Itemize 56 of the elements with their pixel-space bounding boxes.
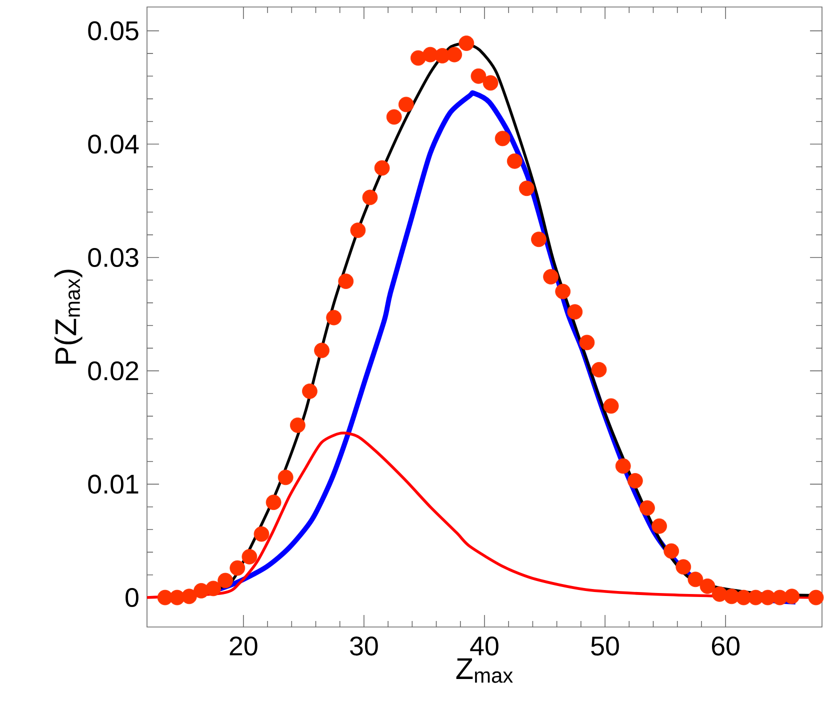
x-tick-label: 60 (712, 636, 740, 656)
point (230, 560, 246, 576)
point (326, 310, 342, 326)
point (603, 398, 619, 414)
point (688, 572, 704, 588)
point (278, 470, 294, 486)
point (531, 232, 546, 248)
point (567, 304, 583, 320)
point (386, 109, 402, 125)
point (374, 160, 390, 176)
point (446, 46, 462, 62)
y-tick-label: 0 (126, 588, 138, 608)
x-axis-title: Z$_{max}$ (456, 658, 513, 683)
point (579, 334, 595, 350)
point (494, 130, 510, 146)
point (808, 590, 824, 606)
y-tick-label: 0.04 (88, 134, 139, 154)
point (206, 580, 221, 596)
y-tick-label: 0.02 (88, 361, 138, 380)
point (506, 153, 522, 169)
point (398, 96, 414, 112)
point (784, 588, 800, 604)
x-tick-label: 40 (470, 636, 498, 656)
point (338, 274, 354, 289)
point (470, 68, 486, 84)
point (254, 526, 270, 542)
point (664, 543, 680, 559)
point (410, 50, 426, 66)
point (615, 458, 631, 474)
y-axis-title: P(Z$_{max}$) (54, 270, 82, 364)
point (181, 588, 197, 604)
point (652, 518, 667, 534)
x-tick-label: 50 (591, 636, 619, 656)
x-tick-label: 20 (230, 636, 258, 656)
point (218, 572, 234, 588)
point (543, 269, 558, 284)
point (242, 549, 258, 564)
point (458, 36, 474, 51)
x-tick-label: 30 (350, 636, 378, 656)
y-tick-label: 0.05 (88, 21, 138, 40)
point (314, 342, 330, 358)
point (700, 578, 716, 594)
point (350, 222, 366, 238)
point (555, 284, 571, 300)
y-tick-label: 0.01 (88, 474, 138, 494)
point (266, 494, 282, 510)
point (640, 500, 655, 516)
point (290, 418, 306, 433)
y-tick-label: 0.03 (88, 248, 138, 268)
point (591, 362, 607, 378)
point (676, 559, 692, 575)
point (482, 75, 498, 91)
point (518, 180, 534, 196)
point (362, 190, 378, 206)
point (302, 384, 318, 399)
point (627, 473, 643, 488)
